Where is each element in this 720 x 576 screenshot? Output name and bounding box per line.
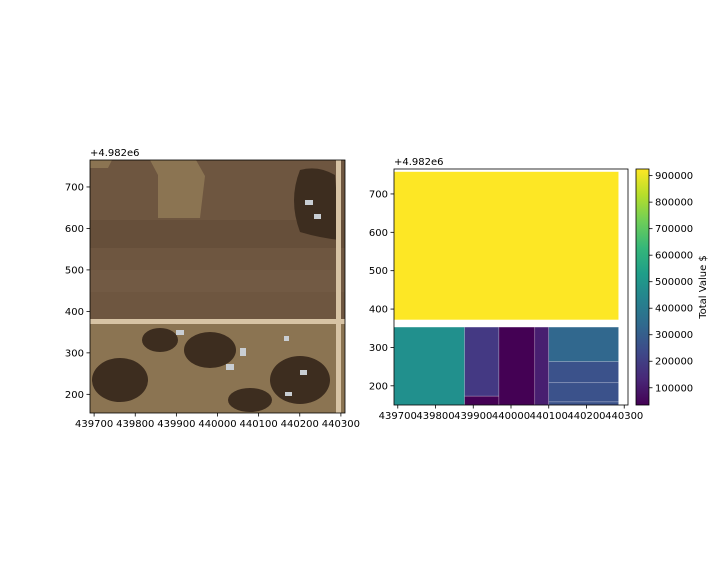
aerial-photo-panel: 439700 439800 439900 440000 440100 440200 4403… (65, 148, 360, 430)
parcel-polygon (534, 326, 550, 406)
parcel-polygon (548, 326, 619, 362)
y-tick-label: 700 (369, 189, 388, 200)
farmstead-trees (294, 168, 340, 240)
parcel-polygon (464, 395, 500, 406)
colorbar-tick-label: 500000 (655, 277, 693, 288)
x-tick-label: 439900 (157, 419, 195, 430)
building-roof (176, 330, 184, 335)
y-tick-label: 200 (369, 381, 388, 392)
aerial-photo-image (90, 160, 345, 413)
colorbar-gradient (635, 168, 650, 406)
x-tick-label: 440300 (605, 411, 643, 422)
building-roof (226, 364, 234, 370)
x-tick-label: 440300 (322, 419, 360, 430)
building-roof (284, 336, 289, 341)
y-tick-label: 300 (369, 343, 388, 354)
building-roof (240, 348, 246, 356)
road (336, 160, 341, 413)
building-roof (285, 392, 292, 396)
x-axis: 439700 439800 439900 440000 440100 440200 4403… (75, 413, 360, 430)
colorbar-tick-label: 100000 (655, 383, 693, 394)
colorbar-tick-label: 400000 (655, 304, 693, 315)
x-axis: 439700 439800 439900 440000 440100 440200 4403… (379, 405, 643, 422)
colorbar-tick-label: 300000 (655, 330, 693, 341)
colorbar-label: Total Value $ (698, 255, 709, 320)
tree-cluster (184, 332, 236, 368)
building-roof (314, 214, 321, 219)
colorbar-tick-label: 900000 (655, 171, 693, 182)
x-tick-label: 439900 (454, 411, 492, 422)
parcel-polygon (548, 361, 619, 384)
clearing-patch (90, 160, 205, 218)
y-axis: 200 300 400 500 600 700 (65, 182, 90, 401)
parcel-polygon (393, 171, 619, 321)
y-tick-label: 400 (369, 305, 388, 316)
parcel-polygon (393, 326, 465, 406)
y-tick-label: 500 (369, 266, 388, 277)
tree-cluster (142, 328, 178, 352)
parcel-polygon (498, 326, 536, 406)
building-roof (300, 370, 307, 375)
y-axis: 200 300 400 500 600 700 (369, 189, 394, 392)
parcel-polygon (464, 326, 500, 397)
y-tick-label: 600 (369, 228, 388, 239)
x-tick-label: 440100 (530, 411, 568, 422)
x-tick-label: 440200 (281, 419, 319, 430)
x-tick-label: 440200 (567, 411, 605, 422)
colorbar-tick-label: 800000 (655, 198, 693, 209)
tree-cluster (228, 388, 272, 412)
building-roof (305, 200, 313, 205)
parcel-value-panel: 439700 439800 439900 440000 440100 440200 4403… (369, 157, 643, 422)
x-tick-label: 439700 (75, 419, 113, 430)
tree-cluster (270, 356, 330, 404)
x-tick-label: 440000 (198, 419, 236, 430)
x-tick-label: 440100 (240, 419, 278, 430)
colorbar-tick-label: 700000 (655, 224, 693, 235)
y-tick-label: 200 (65, 390, 84, 401)
y-tick-label: 300 (65, 348, 84, 359)
parcel-polygon (548, 401, 619, 406)
field-band (90, 270, 345, 292)
parcel-polygons (393, 171, 619, 406)
colorbar-tick-label: 200000 (655, 357, 693, 368)
y-tick-label: 400 (65, 307, 84, 318)
road (90, 319, 345, 324)
colorbar-ticks: 100000 200000 300000 400000 500000 600000 7000… (649, 171, 693, 394)
y-tick-label: 700 (65, 182, 84, 193)
x-tick-label: 440000 (492, 411, 530, 422)
axis-offset-label: +4.982e6 (394, 157, 444, 168)
colorbar-tick-label: 600000 (655, 251, 693, 262)
x-tick-label: 439700 (379, 411, 417, 422)
x-tick-label: 439800 (116, 419, 154, 430)
y-tick-label: 600 (65, 224, 84, 235)
x-tick-label: 439800 (416, 411, 454, 422)
parcel-polygon (548, 382, 619, 403)
tree-cluster (92, 358, 148, 402)
colorbar: 100000 200000 300000 400000 500000 600000 7000… (635, 168, 709, 406)
y-tick-label: 500 (65, 265, 84, 276)
axis-offset-label: +4.982e6 (90, 148, 140, 159)
